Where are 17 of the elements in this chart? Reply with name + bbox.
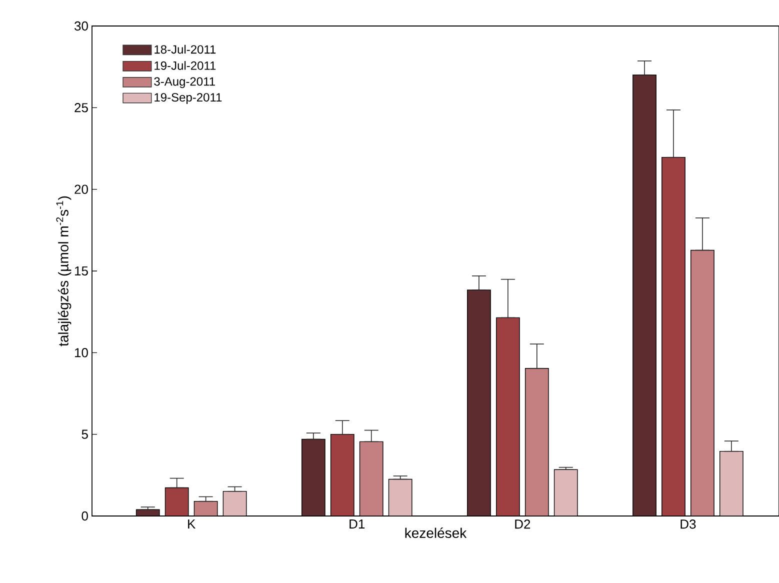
y-tick-label: 10 <box>75 348 88 358</box>
x-tick-label: D2 <box>515 520 530 529</box>
y-axis-title: talajlégzés (µmol m$^{-2}$s$^{-1}$) <box>56 196 72 346</box>
legend-label: 3-Aug-2011 <box>154 77 215 88</box>
y-tick-label: 30 <box>74 21 88 31</box>
x-tick-label: D3 <box>680 520 696 529</box>
legend-label: 18-Jul-2011 <box>154 44 216 54</box>
x-tick-label: D1 <box>350 520 365 528</box>
y-tick-label: 5 <box>82 430 88 439</box>
y-tick-label: 25 <box>74 103 88 112</box>
y-tick-label: 20 <box>74 184 88 194</box>
legend-label: 19-Sep-2011 <box>154 93 222 104</box>
x-axis-title: kezelések <box>405 528 467 538</box>
x-tick-label: K <box>188 520 196 528</box>
legend-label: 19-Jul-2011 <box>154 61 216 70</box>
y-tick-label: 15 <box>75 266 88 276</box>
y-tick-label: 0 <box>82 511 88 521</box>
